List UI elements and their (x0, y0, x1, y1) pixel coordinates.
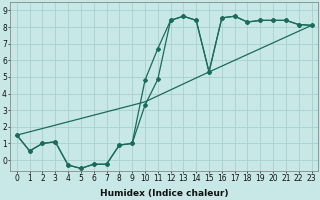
X-axis label: Humidex (Indice chaleur): Humidex (Indice chaleur) (100, 189, 228, 198)
